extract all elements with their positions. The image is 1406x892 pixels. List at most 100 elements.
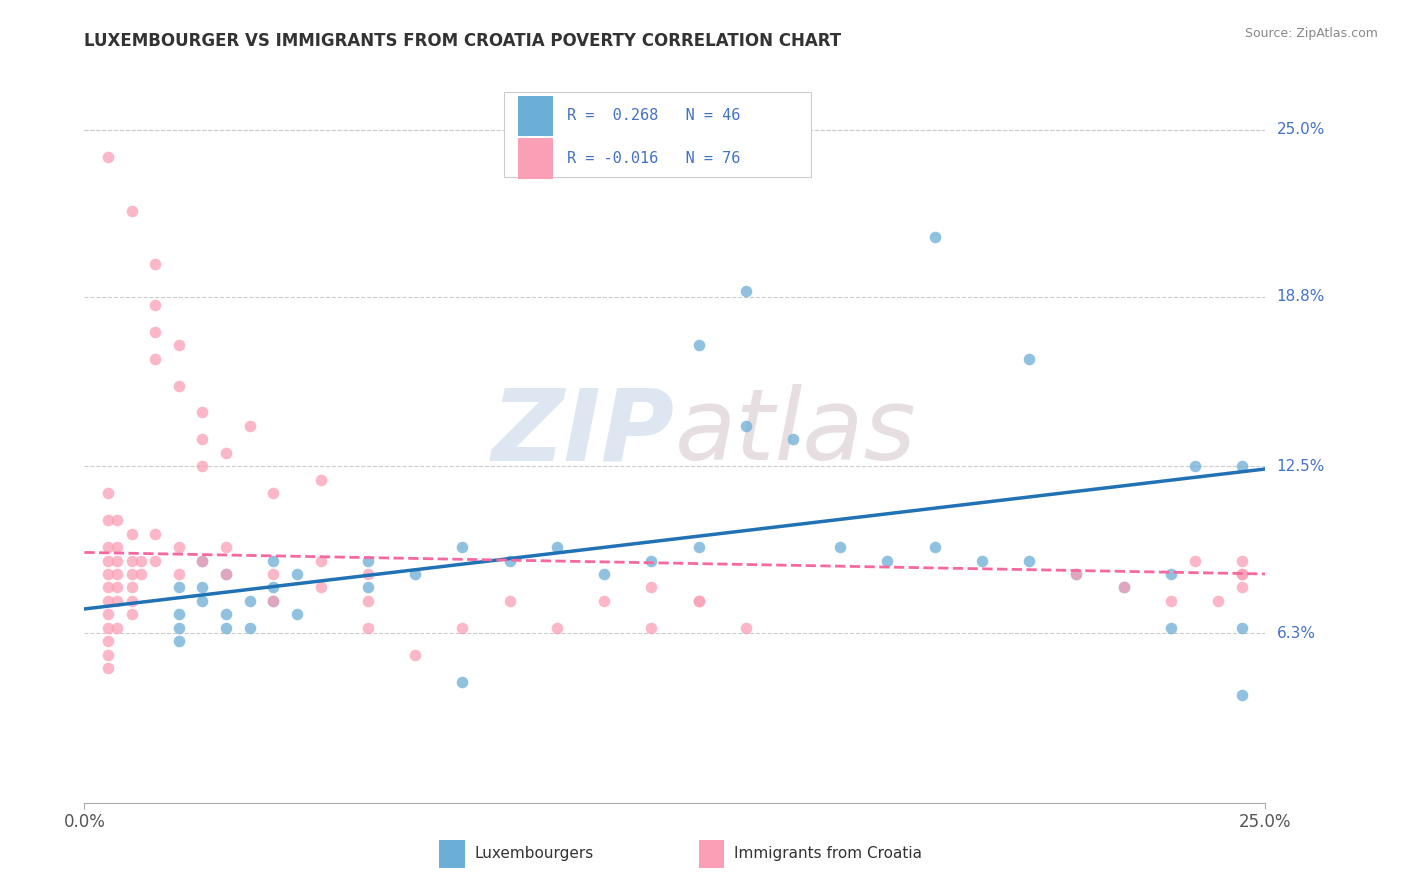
Point: [107, 540, 129, 554]
Point: [1112, 581, 1135, 595]
Point: [404, 566, 426, 581]
Text: R =  0.268   N = 46: R = 0.268 N = 46: [568, 109, 741, 123]
Point: [191, 553, 214, 567]
Point: [1018, 351, 1040, 366]
Point: [688, 540, 710, 554]
Point: [97, 486, 120, 500]
Text: LUXEMBOURGER VS IMMIGRANTS FROM CROATIA POVERTY CORRELATION CHART: LUXEMBOURGER VS IMMIGRANTS FROM CROATIA …: [84, 32, 841, 50]
Point: [191, 553, 214, 567]
Point: [734, 285, 756, 299]
Point: [830, 540, 852, 554]
Point: [191, 405, 214, 419]
Point: [924, 230, 946, 244]
Point: [688, 594, 710, 608]
Point: [121, 607, 143, 622]
Point: [215, 621, 238, 635]
FancyBboxPatch shape: [439, 840, 464, 868]
Point: [97, 150, 120, 164]
Point: [121, 203, 143, 218]
Point: [167, 621, 190, 635]
Point: [97, 648, 120, 662]
Point: [593, 566, 616, 581]
Point: [121, 594, 143, 608]
Point: [143, 325, 166, 339]
Point: [782, 433, 804, 447]
Point: [215, 446, 238, 460]
Point: [97, 566, 120, 581]
Text: Immigrants from Croatia: Immigrants from Croatia: [734, 847, 922, 862]
Point: [357, 553, 380, 567]
Point: [143, 257, 166, 271]
Point: [167, 581, 190, 595]
Point: [546, 621, 568, 635]
Text: R = -0.016   N = 76: R = -0.016 N = 76: [568, 151, 741, 166]
Point: [107, 513, 129, 527]
FancyBboxPatch shape: [503, 92, 811, 178]
Point: [1066, 566, 1088, 581]
Point: [215, 566, 238, 581]
Point: [143, 351, 166, 366]
Point: [1018, 553, 1040, 567]
Point: [404, 648, 426, 662]
Point: [97, 553, 120, 567]
Point: [285, 566, 308, 581]
Point: [285, 607, 308, 622]
Point: [97, 581, 120, 595]
Point: [97, 607, 120, 622]
Point: [451, 621, 474, 635]
Point: [593, 594, 616, 608]
Point: [357, 621, 380, 635]
Point: [239, 418, 262, 433]
FancyBboxPatch shape: [699, 840, 724, 868]
Point: [191, 594, 214, 608]
Point: [121, 553, 143, 567]
Point: [1184, 553, 1206, 567]
Point: [262, 486, 284, 500]
Point: [309, 553, 332, 567]
Point: [357, 566, 380, 581]
Point: [498, 594, 520, 608]
Point: [640, 581, 662, 595]
Point: [1230, 688, 1253, 702]
Point: [121, 526, 143, 541]
Point: [970, 553, 993, 567]
Point: [167, 540, 190, 554]
Point: [1230, 459, 1253, 474]
Point: [262, 553, 284, 567]
Point: [309, 581, 332, 595]
Point: [451, 540, 474, 554]
Point: [734, 418, 756, 433]
Point: [167, 607, 190, 622]
Point: [924, 540, 946, 554]
Point: [107, 581, 129, 595]
Point: [191, 581, 214, 595]
Point: [239, 594, 262, 608]
Point: [97, 621, 120, 635]
Text: 25.0%: 25.0%: [1277, 122, 1324, 137]
Point: [357, 581, 380, 595]
Point: [239, 621, 262, 635]
Point: [215, 566, 238, 581]
Point: [1230, 566, 1253, 581]
Point: [1230, 566, 1253, 581]
Point: [640, 553, 662, 567]
Text: 12.5%: 12.5%: [1277, 458, 1324, 474]
Point: [191, 433, 214, 447]
Text: Source: ZipAtlas.com: Source: ZipAtlas.com: [1244, 27, 1378, 40]
Point: [1230, 581, 1253, 595]
FancyBboxPatch shape: [517, 138, 553, 178]
Point: [215, 607, 238, 622]
Point: [1066, 566, 1088, 581]
FancyBboxPatch shape: [517, 95, 553, 136]
Point: [309, 473, 332, 487]
Point: [97, 513, 120, 527]
Text: 6.3%: 6.3%: [1277, 625, 1316, 640]
Point: [191, 459, 214, 474]
Point: [121, 581, 143, 595]
Point: [167, 634, 190, 648]
Point: [1230, 621, 1253, 635]
Point: [97, 661, 120, 675]
Point: [734, 621, 756, 635]
Text: atlas: atlas: [675, 384, 917, 481]
Point: [143, 553, 166, 567]
